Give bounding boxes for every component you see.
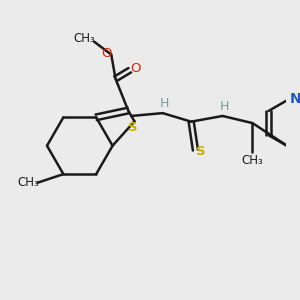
Text: N: N (290, 92, 300, 106)
Text: O: O (101, 46, 111, 60)
Text: CH₃: CH₃ (17, 176, 39, 189)
Text: H: H (159, 98, 169, 110)
Text: CH₃: CH₃ (242, 154, 263, 166)
Text: CH₃: CH₃ (73, 32, 95, 45)
Text: O: O (130, 62, 141, 75)
Text: S: S (196, 145, 206, 158)
Text: S: S (128, 121, 138, 134)
Text: H: H (219, 100, 229, 113)
